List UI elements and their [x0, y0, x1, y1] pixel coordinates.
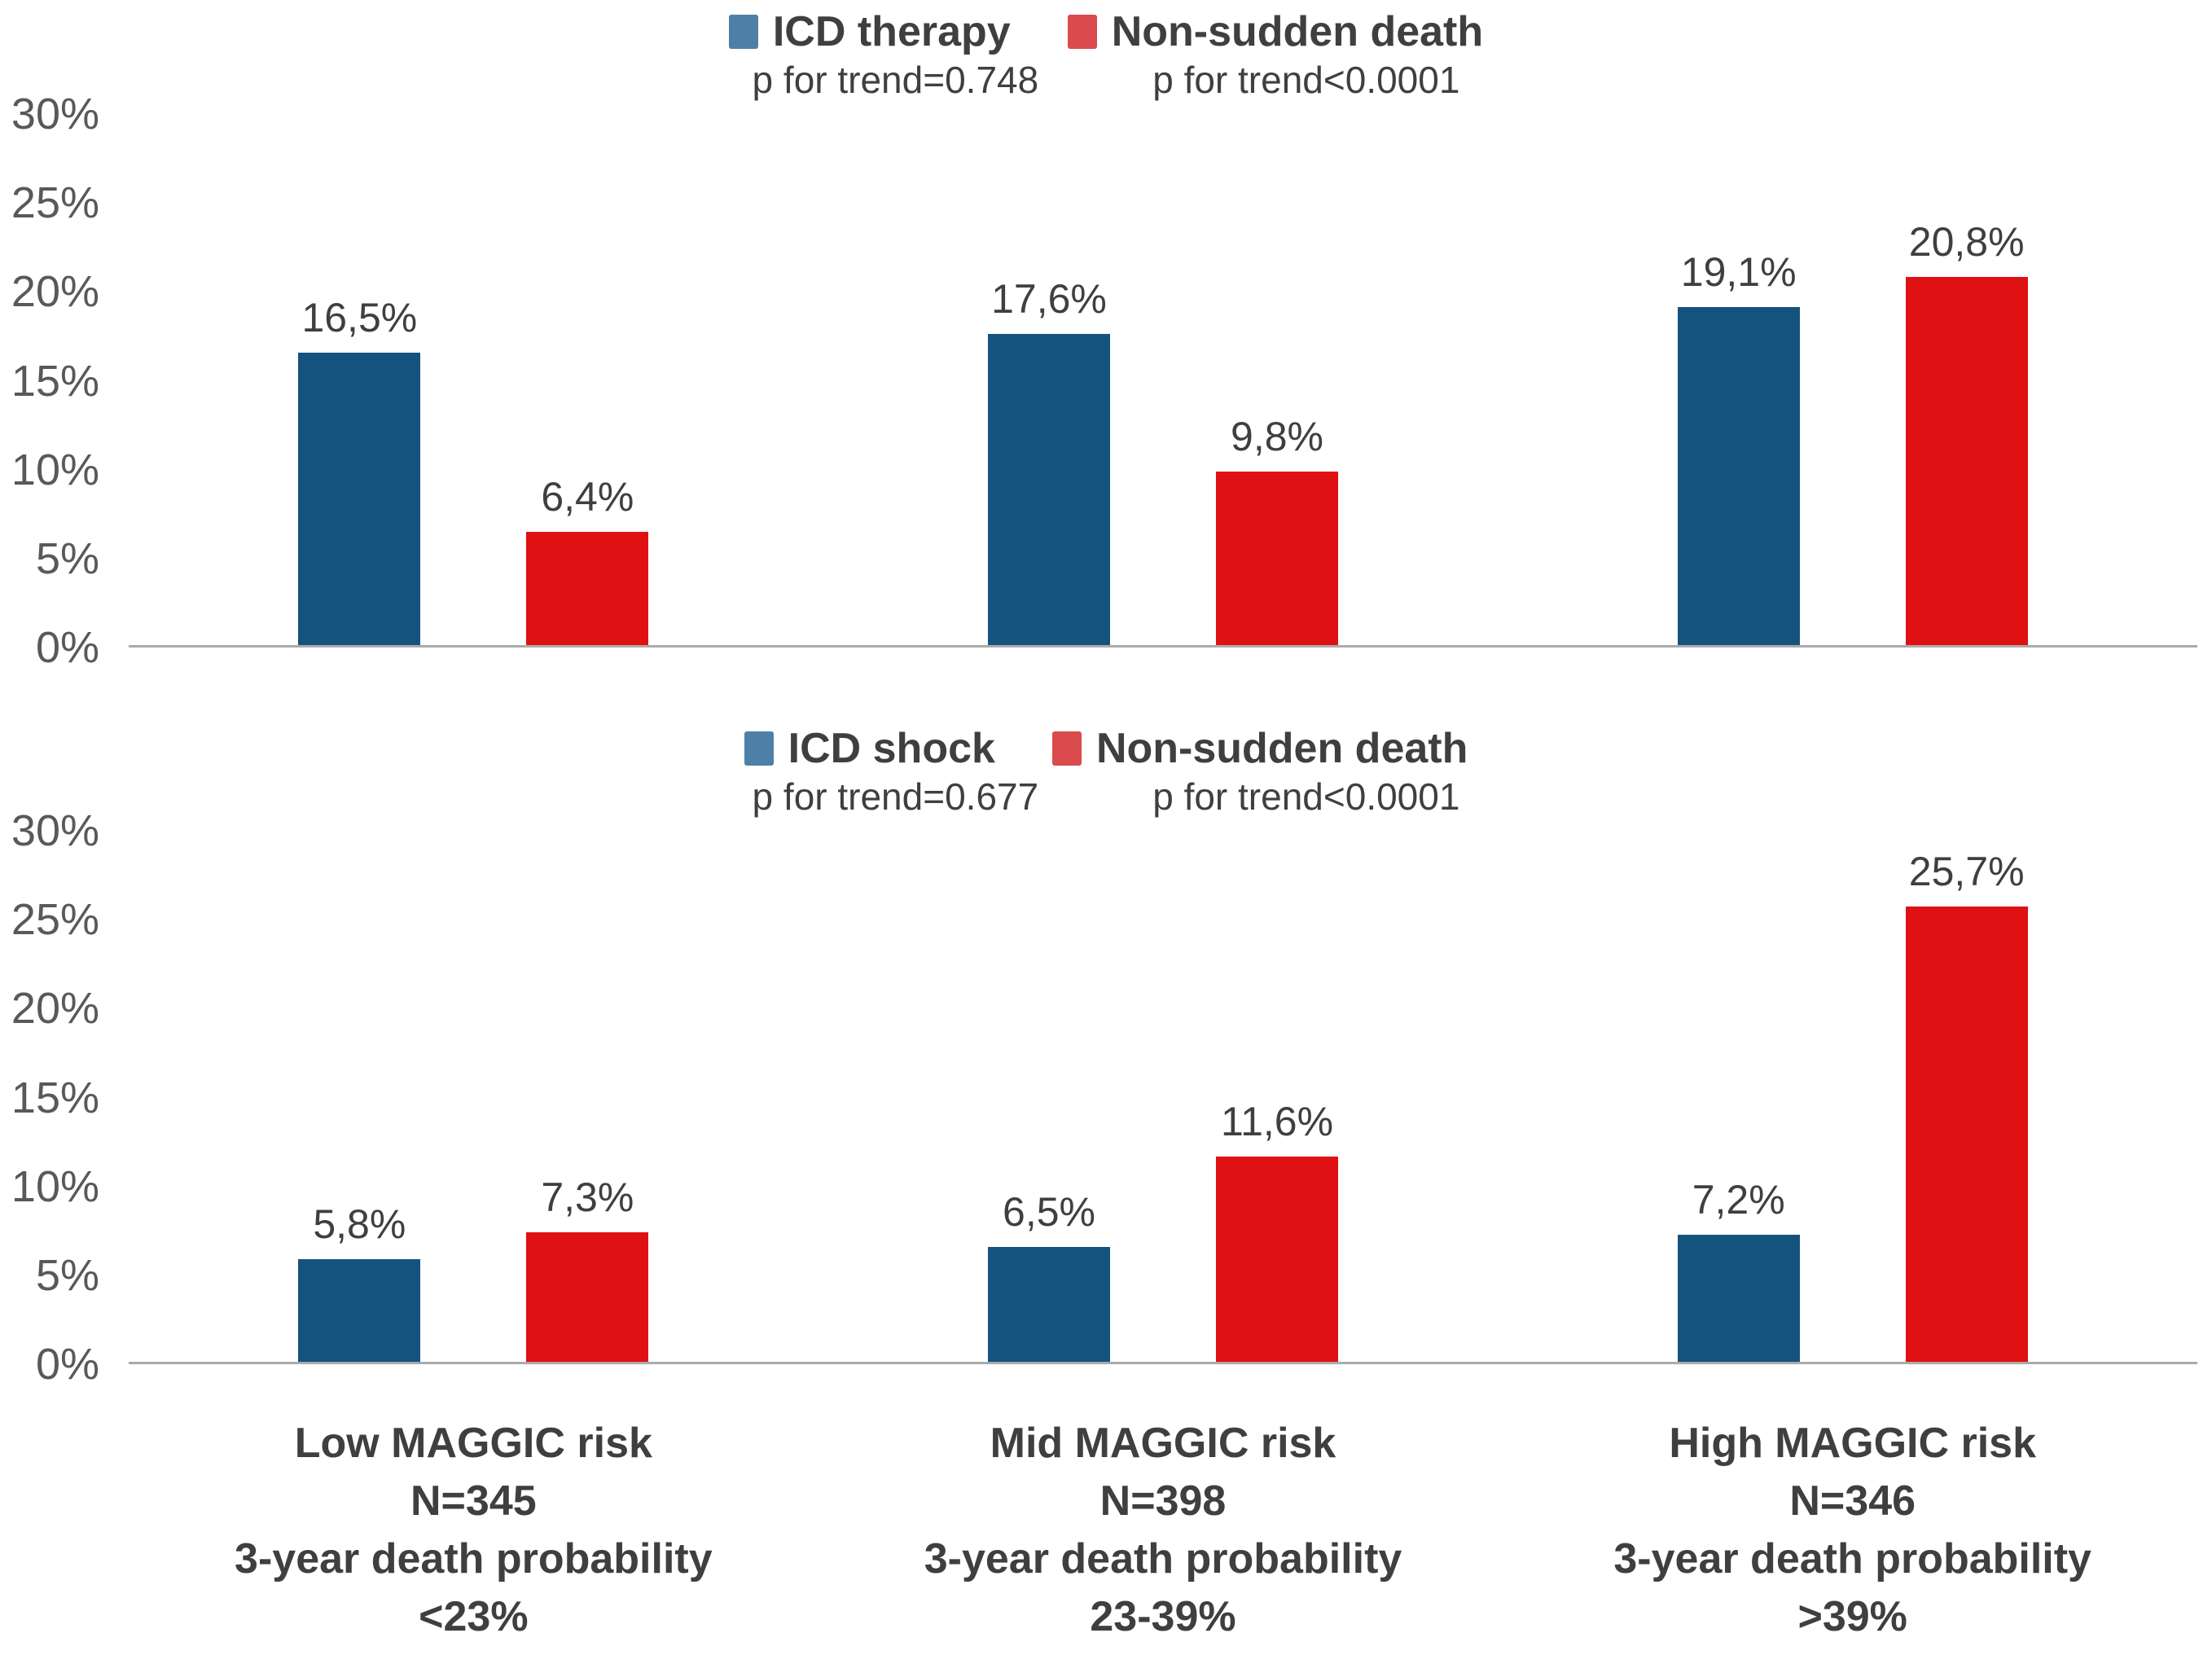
bar-value-label: 5,8% — [313, 1201, 406, 1247]
y-axis: 30% 25% 20% 15% 10% 5% 0% — [0, 90, 99, 672]
bar-group: 16,5% 6,4% — [129, 114, 819, 645]
legend-label-icd-therapy: ICD therapy — [772, 8, 1011, 55]
bar-group: 5,8% 7,3% — [129, 831, 819, 1362]
bar-icd-shock: 6,5% — [988, 1189, 1110, 1362]
plot-top: 30% 25% 20% 15% 10% 5% 0% 16,5% 6,4% 17,6% 9,8% 19… — [0, 90, 2212, 672]
bar-value-label: 16,5% — [301, 295, 418, 341]
bar-value-label: 17,6% — [991, 275, 1107, 322]
legend-item-non-sudden-death: Non-sudden death — [1051, 724, 1468, 773]
x-label-low-maggic: Low MAGGIC risk N=345 3-year death proba… — [129, 1415, 819, 1646]
bar-group: 6,5% 11,6% — [819, 831, 1508, 1362]
y-tick-label: 0% — [35, 1340, 99, 1389]
bar-icd-shock: 7,2% — [1677, 1177, 1800, 1362]
plot-area: 16,5% 6,4% 17,6% 9,8% 19,1% 20,8% — [129, 114, 2197, 648]
x-label-high-maggic: High MAGGIC risk N=346 3-year death prob… — [1508, 1415, 2197, 1646]
x-label-line: Mid MAGGIC risk — [990, 1420, 1336, 1467]
bar-icd-therapy: 17,6% — [988, 276, 1110, 645]
y-tick-label: 20% — [11, 267, 99, 317]
y-tick-label: 10% — [11, 1161, 99, 1211]
legend-top: ICD therapy Non-sudden death — [0, 8, 2212, 55]
bar-non-sudden-death: 20,8% — [1905, 219, 2028, 645]
legend-swatch-red-icon — [1051, 731, 1082, 766]
bar-non-sudden-death: 25,7% — [1905, 849, 2028, 1362]
p-trend-non-sudden-death-bottom: p for trend<0.0001 — [1152, 775, 1460, 818]
bar-icd-therapy: 16,5% — [298, 295, 421, 645]
x-label-line: N=346 — [1789, 1477, 1916, 1525]
y-tick-label: 25% — [11, 895, 99, 945]
y-tick-label: 0% — [35, 623, 99, 672]
x-label-line: 3-year death probability — [924, 1535, 1402, 1583]
y-tick-label: 15% — [11, 1073, 99, 1122]
x-label-line: 3-year death probability — [1613, 1535, 2091, 1583]
legend-label-non-sudden-death: Non-sudden death — [1095, 725, 1468, 772]
bar-icd-shock: 5,8% — [298, 1201, 421, 1362]
y-tick-label: 5% — [35, 533, 99, 583]
bar-value-label: 20,8% — [1908, 218, 2025, 265]
x-label-line: <23% — [419, 1593, 529, 1640]
y-axis: 30% 25% 20% 15% 10% 5% 0% — [0, 806, 99, 1389]
legend-label-icd-shock: ICD shock — [788, 725, 995, 772]
bar-value-label: 6,4% — [541, 473, 634, 520]
legend-label-non-sudden-death: Non-sudden death — [1111, 8, 1484, 55]
bar-group: 17,6% 9,8% — [819, 114, 1508, 645]
y-tick-label: 30% — [11, 90, 99, 138]
chart-icd-therapy: ICD therapy Non-sudden death p for trend… — [0, 8, 2212, 672]
x-label-mid-maggic: Mid MAGGIC risk N=398 3-year death proba… — [819, 1415, 1508, 1646]
bar-value-label: 7,3% — [541, 1174, 634, 1221]
y-tick-label: 20% — [11, 984, 99, 1034]
plot-bottom: 30% 25% 20% 15% 10% 5% 0% 5,8% 7,3% 6,5% 11,6% 7,2… — [0, 806, 2212, 1389]
y-tick-label: 25% — [11, 178, 99, 228]
legend-bottom: ICD shock Non-sudden death — [0, 725, 2212, 772]
legend-item-icd-shock: ICD shock — [744, 724, 995, 773]
bar-icd-therapy: 19,1% — [1677, 249, 1800, 645]
bar-non-sudden-death: 9,8% — [1216, 414, 1338, 645]
legend-swatch-blue-icon — [744, 731, 774, 766]
x-axis-labels: Low MAGGIC risk N=345 3-year death proba… — [129, 1415, 2197, 1646]
bar-group: 7,2% 25,7% — [1508, 831, 2197, 1362]
x-label-line: N=398 — [1099, 1477, 1227, 1525]
p-trend-row-top: p for trend=0.748 p for trend<0.0001 — [0, 59, 2212, 101]
p-trend-icd-shock: p for trend=0.677 — [752, 775, 1039, 818]
legend-item-icd-therapy: ICD therapy — [728, 7, 1011, 56]
bar-non-sudden-death: 7,3% — [526, 1174, 649, 1362]
legend-item-non-sudden-death: Non-sudden death — [1067, 7, 1484, 56]
p-trend-row-bottom: p for trend=0.677 p for trend<0.0001 — [0, 775, 2212, 818]
bar-value-label: 6,5% — [1003, 1188, 1095, 1235]
x-label-line: >39% — [1797, 1593, 1907, 1640]
bar-group: 19,1% 20,8% — [1508, 114, 2197, 645]
x-label-line: N=345 — [410, 1477, 537, 1525]
y-tick-label: 15% — [11, 356, 99, 406]
bar-non-sudden-death: 11,6% — [1216, 1099, 1338, 1362]
x-label-line: High MAGGIC risk — [1669, 1420, 2037, 1467]
bar-value-label: 11,6% — [1220, 1098, 1334, 1144]
p-trend-icd-therapy: p for trend=0.748 — [752, 59, 1039, 101]
bar-value-label: 7,2% — [1692, 1176, 1785, 1223]
chart-icd-shock: ICD shock Non-sudden death p for trend=0… — [0, 725, 2212, 1389]
bar-value-label: 25,7% — [1908, 849, 2025, 895]
x-label-line: 23-39% — [1090, 1593, 1236, 1640]
y-tick-label: 30% — [11, 806, 99, 855]
x-label-line: 3-year death probability — [235, 1535, 713, 1583]
plot-area: 5,8% 7,3% 6,5% 11,6% 7,2% 25,7% — [129, 831, 2197, 1364]
bar-value-label: 9,8% — [1231, 414, 1323, 460]
y-tick-label: 10% — [11, 445, 99, 494]
y-tick-label: 5% — [35, 1250, 99, 1300]
x-label-line: Low MAGGIC risk — [294, 1420, 652, 1467]
legend-swatch-red-icon — [1067, 15, 1097, 49]
legend-swatch-blue-icon — [728, 15, 758, 49]
bar-value-label: 19,1% — [1680, 248, 1797, 295]
bar-non-sudden-death: 6,4% — [526, 474, 649, 645]
p-trend-non-sudden-death-top: p for trend<0.0001 — [1152, 59, 1460, 101]
